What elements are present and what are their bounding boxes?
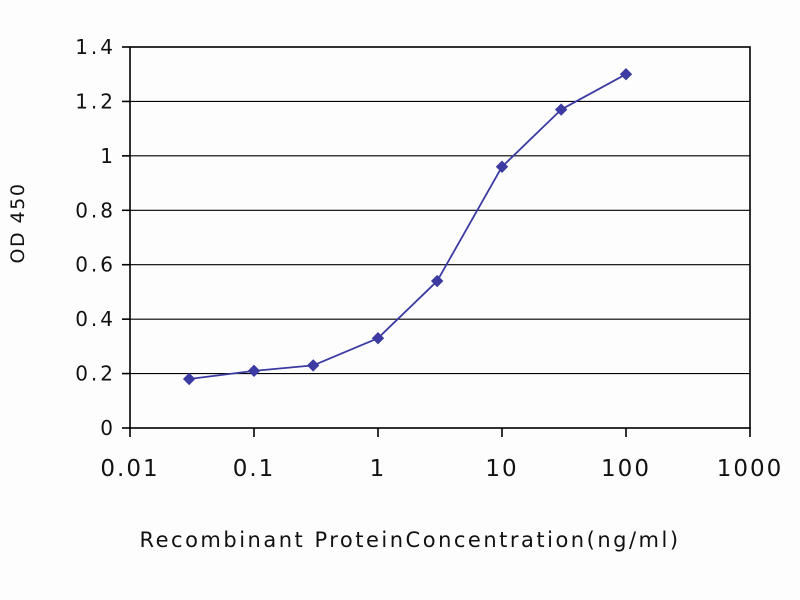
data-point-marker (371, 331, 385, 345)
y-tick-label: 0 (100, 416, 116, 440)
y-tick-label: 0.6 (75, 253, 116, 277)
y-tick-label: 0.8 (75, 198, 116, 222)
y-tick-label: 0.4 (75, 307, 116, 331)
data-point-marker (306, 359, 320, 372)
y-tick-label: 1 (100, 144, 116, 168)
series-line (189, 73, 627, 380)
data-point-marker (182, 372, 196, 386)
data-point-marker (554, 103, 568, 116)
x-tick-label: 1 (370, 456, 387, 482)
x-tick-label: 100 (601, 456, 651, 482)
y-tick-label: 1.2 (75, 89, 116, 113)
data-point-marker (247, 364, 261, 378)
data-point-marker (495, 160, 509, 173)
data-point-marker (619, 68, 633, 81)
plot-border (129, 46, 751, 429)
x-tick-label: 10 (485, 456, 518, 482)
y-tick-label: 0.2 (75, 362, 116, 386)
x-tick-label: 0.01 (100, 456, 159, 482)
x-tick-label: 1000 (717, 456, 784, 482)
y-tick-label: 1.4 (75, 35, 116, 59)
y-axis-title: OD 450 (7, 182, 29, 264)
data-point-marker (430, 274, 444, 288)
x-axis-title: Recombinant ProteinConcentration(ng/ml) (139, 528, 681, 552)
x-tick-label: 0.1 (233, 456, 276, 482)
